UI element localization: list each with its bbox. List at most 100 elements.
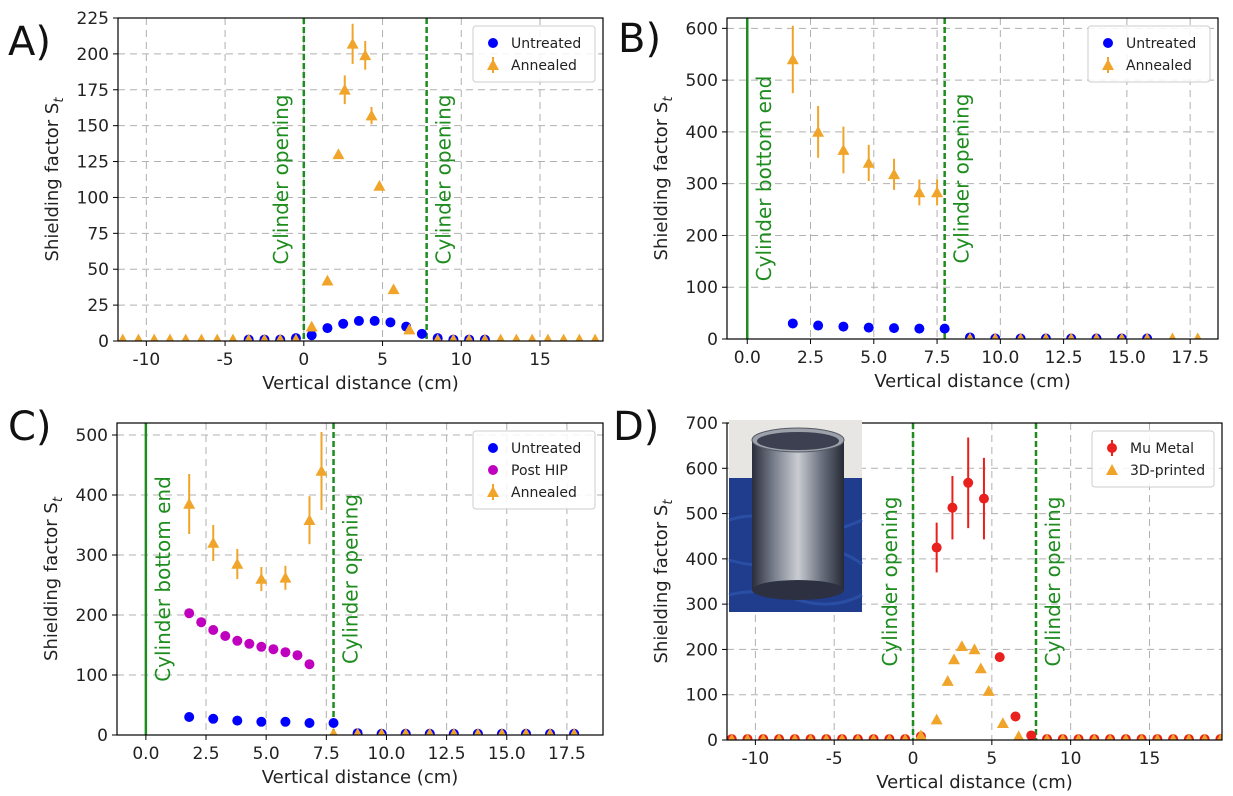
point — [208, 713, 219, 724]
x-tick-label: 10 — [1060, 749, 1082, 769]
point — [1118, 332, 1126, 339]
reference-label: Cylinder opening — [878, 496, 902, 666]
point — [1074, 733, 1083, 740]
y-axis-label-main: Shielding factor S — [41, 502, 62, 661]
point — [260, 333, 269, 341]
point — [256, 716, 267, 727]
y-tick-label: 400 — [686, 550, 718, 570]
y-tick-label: 100 — [76, 666, 108, 686]
point — [346, 37, 359, 49]
panel-label: B) — [618, 16, 661, 62]
point — [1216, 733, 1222, 740]
point — [403, 323, 416, 335]
y-tick-label: 75 — [87, 224, 109, 244]
point — [315, 465, 328, 476]
point — [328, 718, 339, 728]
point — [1169, 733, 1177, 740]
point — [996, 717, 1009, 729]
point — [213, 333, 222, 341]
x-axis-label: Vertical distance (cm) — [874, 371, 1071, 392]
photo-cylinder-base — [752, 580, 844, 600]
x-tick-label: 7.5 — [313, 744, 340, 764]
reference-label: Cylinder bottom end — [151, 476, 175, 682]
point — [232, 635, 243, 646]
panel: -10 -5 0 5 10 150255075100125150175200225Cyli… — [8, 9, 604, 394]
point — [889, 323, 900, 334]
point — [377, 727, 386, 735]
y-tick-label: 25 — [87, 296, 109, 316]
point — [913, 186, 926, 198]
point — [220, 631, 231, 641]
point — [496, 333, 505, 341]
point — [930, 713, 943, 725]
y-axis-label-main: Shielding factor S — [651, 102, 672, 261]
point — [425, 727, 434, 735]
point — [465, 333, 474, 341]
point — [559, 333, 568, 341]
x-tick-label: -10 — [741, 749, 769, 769]
panel-label: D) — [613, 404, 659, 450]
point — [994, 652, 1005, 663]
point — [1106, 733, 1114, 740]
x-tick-label: 15.0 — [488, 744, 526, 764]
legend-marker — [1106, 464, 1118, 475]
point — [208, 625, 219, 635]
legend-label: 3D-printed — [1130, 463, 1205, 479]
point — [276, 333, 285, 341]
point — [369, 315, 380, 326]
legend: Mu Metal 3D-printed — [1091, 430, 1215, 488]
plot-frame — [117, 17, 604, 342]
point — [901, 733, 909, 740]
x-tick-label: 15 — [529, 350, 551, 370]
reference-label: Cylinder opening — [339, 494, 363, 664]
y-tick-label: 500 — [686, 71, 718, 91]
point — [1201, 733, 1209, 740]
plot-frame — [726, 17, 1219, 340]
point — [416, 328, 427, 339]
reference-label: Cylinder opening — [269, 94, 293, 264]
legend-frame — [472, 25, 596, 83]
point — [1059, 733, 1067, 740]
point — [759, 733, 767, 740]
y-tick-label: 500 — [686, 505, 718, 525]
point — [150, 333, 159, 341]
point — [885, 733, 893, 740]
point — [373, 179, 386, 191]
reference-label: Cylinder opening — [1041, 496, 1065, 666]
point — [244, 333, 253, 341]
point — [775, 733, 783, 740]
point — [184, 712, 195, 722]
point — [1042, 332, 1050, 339]
y-tick-label: 0 — [97, 726, 108, 746]
point — [1067, 332, 1075, 339]
x-tick-label: 0.0 — [734, 348, 761, 368]
point — [931, 186, 944, 198]
x-tick-label: 10.0 — [368, 744, 406, 764]
point — [528, 333, 537, 341]
point — [433, 333, 442, 341]
point — [955, 640, 968, 652]
y-tick-label: 700 — [686, 414, 718, 434]
point — [1090, 733, 1098, 740]
point — [321, 274, 334, 286]
y-tick-label: 300 — [686, 595, 718, 615]
x-tick-label: 2.5 — [192, 744, 219, 764]
point — [854, 733, 862, 740]
legend-label: Annealed — [511, 58, 577, 74]
y-tick-label: 300 — [686, 175, 718, 195]
legend-frame — [472, 430, 596, 510]
x-tick-label: 5.0 — [860, 348, 887, 368]
y-axis-label-sub: t — [661, 96, 676, 102]
y-tick-label: 150 — [77, 117, 109, 137]
y-tick-label: 600 — [686, 19, 718, 39]
point — [291, 333, 301, 341]
point — [941, 675, 954, 686]
point — [207, 537, 220, 548]
legend-marker — [488, 465, 498, 475]
y-tick-label: 200 — [77, 45, 109, 65]
x-axis-label: Vertical distance (cm) — [262, 767, 459, 788]
point — [449, 333, 458, 341]
point — [1185, 733, 1193, 740]
data — [118, 23, 600, 341]
legend-label: Untreated — [1126, 36, 1196, 52]
